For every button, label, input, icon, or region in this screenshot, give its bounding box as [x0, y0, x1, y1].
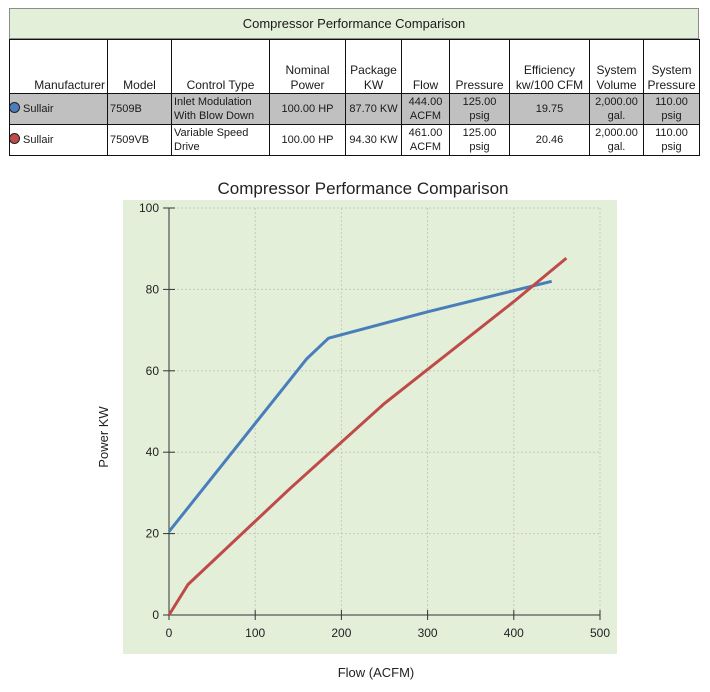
manufacturer-cell: Sullair — [9, 93, 108, 125]
header-manufacturer: Manufacturer — [9, 39, 108, 94]
nominal-power-cell: 100.00 HP — [269, 124, 346, 156]
header-system-volume-l1: System — [596, 63, 637, 77]
header-pressure: Pressure — [449, 39, 510, 94]
x-tick-label: 400 — [504, 626, 524, 640]
y-axis-label: Power KW — [96, 406, 111, 468]
flow-value: 444.00 — [408, 96, 443, 108]
table-row[interactable]: Sullair 7509B Inlet Modulation With Blow… — [9, 93, 700, 125]
header-nominal-power-l2: Power — [290, 78, 325, 92]
header-nominal-power: Nominal Power — [269, 39, 346, 94]
header-package-kw: Package KW — [345, 39, 402, 94]
system-volume-unit: gal. — [607, 110, 626, 122]
system-volume-value: 2,000.00 — [595, 127, 638, 139]
package-kw-cell: 94.30 KW — [345, 124, 402, 156]
system-volume-value: 2,000.00 — [595, 96, 638, 108]
flow-value: 461.00 — [408, 127, 443, 139]
y-tick-label: 60 — [146, 364, 160, 378]
header-efficiency-l2: kw/100 CFM — [515, 78, 584, 92]
control-type-l2: Drive — [174, 141, 200, 153]
x-tick-label: 200 — [331, 626, 351, 640]
header-nominal-power-l1: Nominal — [285, 63, 330, 77]
manufacturer-value: Sullair — [23, 134, 54, 146]
x-tick-label: 100 — [245, 626, 265, 640]
header-control-type: Control Type — [171, 39, 270, 94]
control-type-l1: Variable Speed — [174, 127, 249, 139]
pressure-cell: 125.00 psig — [449, 93, 510, 125]
system-volume-cell: 2,000.00 gal. — [589, 93, 644, 125]
flow-unit: ACFM — [409, 141, 442, 153]
control-type-l1: Inlet Modulation — [174, 96, 252, 108]
x-tick-label: 300 — [418, 626, 438, 640]
control-type-l2: With Blow Down — [174, 110, 255, 122]
performance-chart: Compressor Performance Comparison 0 100 20… — [96, 179, 617, 680]
pressure-value: 125.00 — [462, 96, 497, 108]
system-pressure-cell: 110.00 psig — [643, 93, 700, 125]
model-cell: 7509B — [107, 93, 172, 125]
pressure-unit: psig — [469, 141, 490, 153]
efficiency-cell: 20.46 — [509, 124, 590, 156]
axes — [163, 207, 601, 620]
table-header-row: Manufacturer Model Control Type Nominal … — [9, 39, 700, 94]
header-system-volume-l2: Volume — [596, 78, 637, 92]
comparison-table-panel: Compressor Performance Comparison Manufa… — [9, 8, 700, 156]
plot-area — [123, 200, 617, 654]
header-package-kw-l2: KW — [363, 78, 384, 92]
efficiency-cell: 19.75 — [509, 93, 590, 125]
y-tick-label: 0 — [152, 608, 159, 622]
header-efficiency: Efficiency kw/100 CFM — [509, 39, 590, 94]
series-line-1 — [167, 279, 553, 533]
comparison-table: Manufacturer Model Control Type Nominal … — [9, 39, 700, 156]
pressure-cell: 125.00 psig — [449, 124, 510, 156]
series-line-2 — [167, 256, 568, 616]
x-tick-label: 0 — [166, 626, 173, 640]
header-system-volume: System Volume — [589, 39, 644, 94]
flow-cell: 461.00 ACFM — [401, 124, 450, 156]
system-pressure-unit: psig — [661, 110, 682, 122]
manufacturer-cell: Sullair — [9, 124, 108, 156]
header-system-pressure: System Pressure — [643, 39, 700, 94]
nominal-power-cell: 100.00 HP — [269, 93, 346, 125]
system-pressure-cell: 110.00 psig — [643, 124, 700, 156]
x-axis-label: Flow (ACFM) — [338, 665, 415, 680]
table-row[interactable]: Sullair 7509VB Variable Speed Drive 100.… — [9, 124, 700, 156]
pressure-unit: psig — [469, 110, 490, 122]
system-volume-cell: 2,000.00 gal. — [589, 124, 644, 156]
header-efficiency-l1: Efficiency — [523, 63, 576, 77]
header-package-kw-l1: Package — [350, 63, 397, 77]
control-type-cell: Variable Speed Drive — [171, 124, 270, 156]
y-tick-label: 80 — [146, 282, 160, 296]
series-group — [167, 256, 568, 616]
y-tick-label: 20 — [146, 527, 160, 541]
y-tick-label: 100 — [139, 201, 159, 215]
model-cell: 7509VB — [107, 124, 172, 156]
system-pressure-value: 110.00 — [655, 127, 688, 139]
y-tick-label: 40 — [146, 445, 160, 459]
system-pressure-unit: psig — [661, 141, 682, 153]
control-type-cell: Inlet Modulation With Blow Down — [171, 93, 270, 125]
system-pressure-value: 110.00 — [655, 96, 688, 108]
chart-title: Compressor Performance Comparison — [218, 179, 509, 198]
x-tick-label: 500 — [590, 626, 610, 640]
tick-labels: 0 100 200 300 400 500 0 20 40 60 80 100 — [139, 201, 610, 640]
pressure-value: 125.00 — [462, 127, 497, 139]
system-volume-unit: gal. — [607, 141, 626, 153]
manufacturer-value: Sullair — [23, 103, 54, 115]
package-kw-cell: 87.70 KW — [345, 93, 402, 125]
flow-cell: 444.00 ACFM — [401, 93, 450, 125]
header-model: Model — [107, 39, 172, 94]
series-color-dot — [10, 133, 20, 144]
flow-unit: ACFM — [409, 110, 442, 122]
header-flow: Flow — [401, 39, 450, 94]
series-color-dot — [10, 102, 20, 113]
table-title: Compressor Performance Comparison — [9, 8, 699, 39]
header-system-pressure-l1: System — [651, 63, 692, 77]
header-system-pressure-l2: Pressure — [647, 78, 696, 92]
